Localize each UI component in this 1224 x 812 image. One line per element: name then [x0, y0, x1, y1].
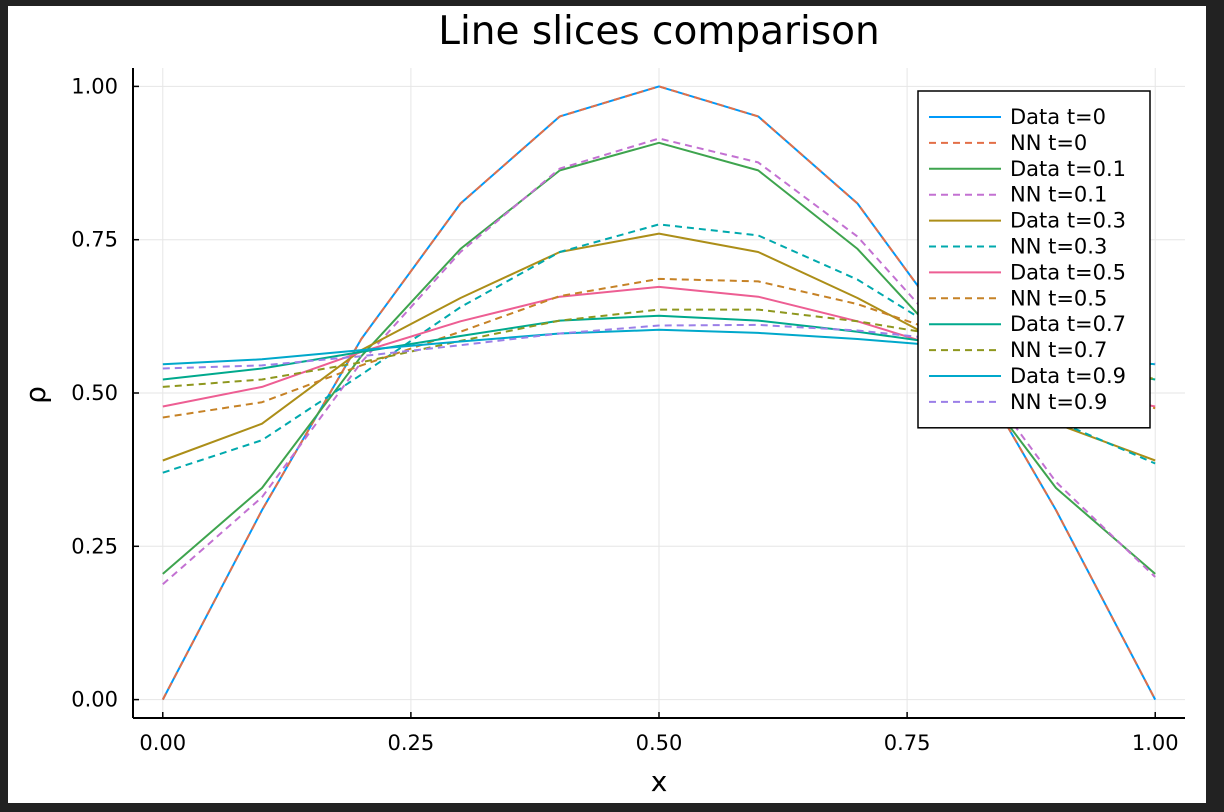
y-tick-label: 0.25	[71, 534, 118, 558]
legend-label: NN t=0.7	[1010, 338, 1107, 362]
legend-label: Data t=0.7	[1010, 312, 1126, 336]
y-tick-label: 1.00	[71, 74, 118, 98]
legend-box	[917, 90, 1151, 429]
chart-canvas: 0.00 0.25 0.50 0.75 1.00 0.00 0.25 0.50 0.75 1.00…	[8, 6, 1206, 803]
series-line-nn-t-0-1	[162, 137, 1156, 586]
legend-label: NN t=0.1	[1010, 183, 1107, 207]
line-chart: 0.00 0.25 0.50 0.75 1.00 0.00 0.25 0.50 0.75 1.00…	[19, 9, 1185, 798]
y-tick-label: 0.50	[71, 381, 118, 405]
legend-label: NN t=0.9	[1010, 390, 1107, 414]
series-line-nn-t-0-5	[162, 277, 1156, 419]
x-tick-label: 0.50	[636, 731, 683, 755]
legend-label: Data t=0.5	[1010, 260, 1126, 284]
x-tick-label: 0.25	[388, 731, 435, 755]
y-tick-label: 0.75	[71, 228, 118, 252]
x-tick-label: 1.00	[1132, 731, 1179, 755]
legend-label: Data t=0.1	[1010, 157, 1126, 181]
x-tick-label: 0.00	[139, 731, 186, 755]
legend-label: Data t=0.9	[1010, 364, 1126, 388]
legend-label: NN t=0	[1010, 131, 1087, 155]
y-tick-label: 0.00	[71, 688, 118, 712]
ticks-layer: 0.00 0.25 0.50 0.75 1.00 0.00 0.25 0.50 0.75 1.00	[71, 74, 1178, 755]
legend-label: Data t=0	[1010, 105, 1106, 129]
legend-label: NN t=0.5	[1010, 286, 1107, 310]
chart-title: Line slices comparison	[438, 9, 880, 54]
x-tick-label: 0.75	[884, 731, 931, 755]
x-axis-label: x	[651, 765, 668, 798]
legend-label: Data t=0.3	[1010, 209, 1126, 233]
legend-label: NN t=0.3	[1010, 235, 1107, 259]
y-axis-label: ρ	[19, 386, 52, 404]
